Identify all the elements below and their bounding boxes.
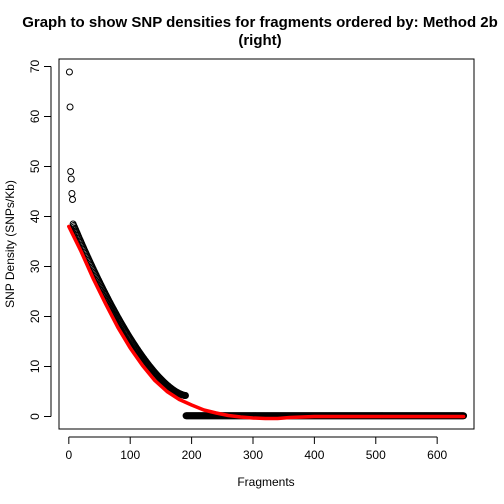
plot-frame — [58, 58, 475, 430]
data-point — [66, 103, 74, 111]
x-tick-label: 300 — [243, 448, 263, 462]
data-point — [67, 175, 75, 183]
y-axis-label: SNP Density (SNPs/Kb) — [3, 180, 17, 308]
data-point — [65, 68, 73, 76]
y-tick-label: 20 — [28, 310, 42, 324]
y-tick-label: 70 — [28, 60, 42, 74]
x-tick-label: 400 — [304, 448, 324, 462]
y-tick-label: 60 — [28, 110, 42, 124]
y-tick-label: 10 — [28, 360, 42, 374]
data-point — [69, 196, 77, 203]
data-point — [181, 392, 189, 399]
x-tick-label: 500 — [366, 448, 386, 462]
chart-title-line-1: Graph to show SNP densities for fragment… — [22, 14, 498, 31]
trend-line-group — [67, 224, 466, 421]
data-points — [65, 68, 468, 420]
y-tick-label: 50 — [28, 160, 42, 174]
y-axis: 0 10 20 30 40 50 60 70 — [28, 60, 52, 420]
chart-title-line-2: (right) — [238, 32, 281, 49]
data-point — [67, 168, 75, 175]
x-tick-label: 200 — [182, 448, 202, 462]
y-tick-label: 30 — [28, 260, 42, 274]
x-tick-label: 100 — [120, 448, 140, 462]
x-axis-label: Fragments — [237, 475, 294, 489]
x-axis: 0 100 200 300 400 500 600 — [65, 436, 447, 462]
x-tick-label: 0 — [65, 448, 72, 462]
trend-line — [67, 224, 466, 421]
y-tick-label: 40 — [28, 210, 42, 224]
y-tick-label: 0 — [28, 413, 42, 420]
x-tick-label: 600 — [427, 448, 447, 462]
data-point — [68, 190, 76, 197]
